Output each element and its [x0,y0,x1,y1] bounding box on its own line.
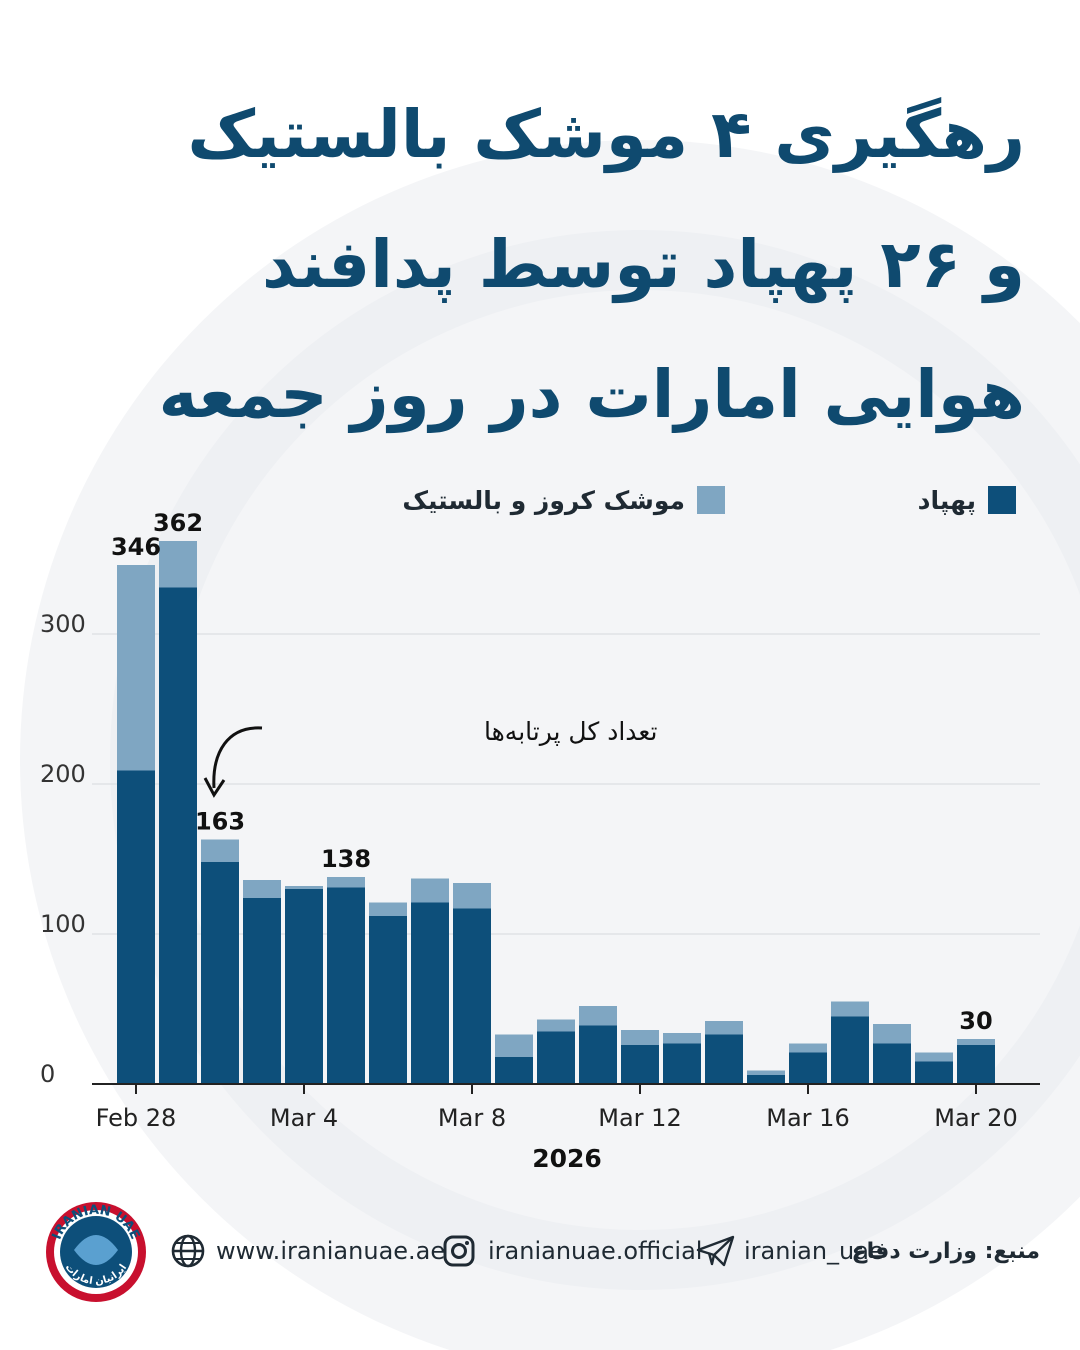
headline-line-3: هوایی امارات در روز جمعه [158,356,1025,433]
bar-missiles [747,1070,785,1075]
bar-missiles [831,1001,869,1017]
bar-drones [159,587,197,1084]
bar-drones [621,1045,659,1084]
bar-drones [285,889,323,1084]
x-tick-label: Mar 4 [270,1104,338,1132]
y-tick-label: 100 [40,910,86,938]
bar-missiles [369,902,407,916]
annotation-text: تعداد کل پرتابه‌ها [484,717,657,746]
iranian-uae-logo: IRANIAN UAE ایرانیان امارات [46,1202,146,1302]
bar-drones [369,916,407,1084]
annotation-arrowhead [203,777,226,798]
bar-missiles [579,1006,617,1026]
telegram-icon [696,1235,735,1267]
bar-drones [873,1043,911,1084]
bar-missiles [285,886,323,889]
x-tick-label: Mar 20 [934,1104,1017,1132]
bar-missiles [453,883,491,909]
bar-missiles [957,1039,995,1045]
bar-missiles [789,1043,827,1053]
globe-icon [171,1234,205,1268]
bar-drones [915,1061,953,1084]
bar-missiles [411,878,449,903]
bar-missiles [621,1030,659,1045]
bar-missiles [663,1033,701,1044]
bar-drones [495,1057,533,1084]
bar-missiles [873,1024,911,1044]
legend-drones-label: پهپاد [917,485,976,515]
x-tick-label: Mar 12 [598,1104,681,1132]
bar-missiles [327,877,365,888]
bar-drones [537,1031,575,1084]
bar-missiles [495,1034,533,1057]
headline-line-2: و ۲۶ پهپاد توسط پدافند [261,226,1025,303]
bar-drones [957,1045,995,1084]
bar-drones [789,1052,827,1084]
headline: رهگیری ۴ موشک بالستیک و ۲۶ پهپاد توسط پد… [65,70,1025,460]
legend-missiles-label: موشک کروز و بالستیک [402,485,685,515]
bar-drones [663,1043,701,1084]
x-axis-title: 2026 [532,1144,602,1173]
x-tick-label: Mar 8 [438,1104,506,1132]
bar-drones [243,898,281,1084]
footer-instagram-text: iranianuae.official [488,1237,703,1265]
bar-drones [201,862,239,1084]
footer-source: منبع: وزارت دفاع [851,1238,1040,1264]
footer-instagram[interactable]: iranianuae.official [442,1233,702,1269]
y-tick-label: 300 [40,610,86,638]
total-label: 30 [959,1007,992,1035]
footer-telegram[interactable]: iranian_uae [696,1233,884,1269]
bar-missiles [705,1021,743,1035]
chart-bars [117,541,995,1084]
y-tick-label: 0 [40,1060,55,1088]
bar-drones [747,1075,785,1084]
legend-drones-swatch [988,486,1016,514]
total-label: 346 [111,533,161,561]
bar-drones [411,902,449,1084]
total-label: 163 [195,808,245,836]
x-tick-label: Mar 16 [766,1104,849,1132]
bar-drones [705,1034,743,1084]
chart-axes: 0 100 200 300 Feb 28 Mar 4 Mar 8 Mar 12 Mar 16 Ma… [40,610,1040,1173]
footer-website-text: www.iranianuae.ae [216,1237,446,1265]
bar-drones [579,1025,617,1084]
bar-missiles [117,565,155,771]
footer-telegram-text: iranian_uae [744,1237,884,1265]
bar-drones [453,908,491,1084]
instagram-icon [443,1235,475,1267]
bar-missiles [201,839,239,862]
footer-website[interactable]: www.iranianuae.ae [170,1233,445,1269]
headline-line-1: رهگیری ۴ موشک بالستیک [187,96,1025,173]
bar-missiles [915,1052,953,1062]
bar-drones [117,770,155,1084]
legend-drones: پهپاد [918,483,1016,517]
bar-drones [327,887,365,1084]
bar-missiles [243,880,281,898]
total-label: 362 [153,509,203,537]
legend-missiles: موشک کروز و بالستیک [402,483,725,517]
total-label: 138 [321,845,371,873]
bar-drones [831,1016,869,1084]
bar-missiles [159,541,197,588]
y-tick-label: 200 [40,760,86,788]
bar-missiles [537,1019,575,1032]
annotation-arrow [212,726,263,789]
x-tick-label: Feb 28 [96,1104,177,1132]
legend-missiles-swatch [697,486,725,514]
